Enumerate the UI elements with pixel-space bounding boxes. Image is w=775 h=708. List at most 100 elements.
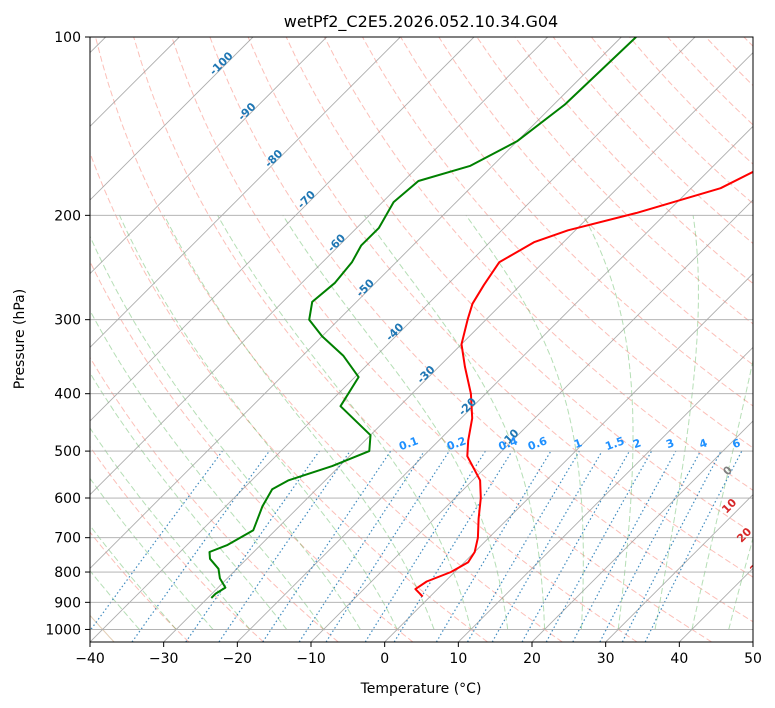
x-tick-label: −10 [296,651,326,667]
mixing-ratio-label: 3 [664,436,676,451]
dry-adiabat [171,37,712,642]
x-tick-label: −20 [223,651,253,667]
y-tick-label: 300 [54,313,81,329]
y-tick-label: 200 [54,208,81,224]
mixing-ratio-line [185,450,320,642]
dry-adiabat [743,37,753,47]
isotherm [90,37,475,422]
mixing-ratio-line [218,450,351,642]
dry-adiabat [90,151,488,642]
dry-adiabat [285,37,753,535]
dry-adiabat [95,37,563,642]
y-tick-label: 900 [54,595,81,611]
moist-adiabat [90,427,251,630]
x-tick-label: −40 [75,651,105,667]
mixing-ratio-line [435,450,552,642]
isotherm [90,37,254,201]
axes: −40 −30 −20 −10 0 10 20 30 40 5010020030040050060… [45,30,762,667]
isotherm [605,494,753,642]
mixing-ratio-label: 8 [760,436,772,451]
moist-adiabat [282,215,509,630]
isotherm-label: -30 [414,363,437,386]
mixing-ratio-line [325,450,450,642]
moist-adiabat [728,536,753,630]
temperature-profile-line [414,170,753,598]
moist-adiabat [119,215,398,630]
x-tick-label: 50 [744,651,762,667]
isotherm [384,273,753,642]
dry-adiabat [400,37,753,407]
y-tick-label: 600 [54,491,81,507]
moist-adiabat [691,357,753,630]
mixing-ratio-line [521,450,631,642]
y-axis-label: Pressure (hPa) [12,289,28,389]
mixing-ratio-label: 1 [572,436,584,451]
mixing-ratio-label: 0.4 [497,434,520,453]
dry-adiabat [90,531,190,642]
isotherm [90,37,327,275]
isotherm-label: -70 [295,188,318,211]
y-tick-label: 400 [54,387,81,403]
x-axis-label: Temperature (°C) [360,681,482,697]
x-tick-label: −30 [149,651,179,667]
isotherm [90,37,401,348]
dry-adiabat [133,37,638,642]
isotherm [458,346,753,642]
isotherm-label: -100 [207,49,236,78]
y-tick-label: 700 [54,531,81,547]
isotherm-label: -20 [456,395,479,418]
mixing-ratio-label: 4 [697,436,709,451]
isotherm [310,199,753,642]
moist-adiabat-label: 0 [720,463,735,478]
isotherm [531,420,753,642]
mixing-ratio-label: 0.2 [445,434,468,453]
isotherm [90,37,548,496]
dry-adiabat [90,356,339,642]
dry-adiabat [90,260,414,642]
isotherm-label: -50 [354,276,377,299]
dry-adiabat [209,37,753,623]
moist-adiabat [654,215,699,630]
mixing-ratio-label: 1.5 [604,434,627,453]
plot-frame [89,36,754,643]
mixing-ratio-label: 0.1 [397,434,420,453]
dry-adiabat [705,37,753,87]
mixing-ratio-label: 0.6 [526,434,549,453]
moist-adiabat-label: 30 [747,556,767,576]
y-tick-label: 100 [54,30,81,46]
moist-adiabat [90,309,324,630]
y-tick-label: 500 [54,444,81,460]
isotherm [163,52,753,642]
mixing-ratio-line [466,450,580,642]
isotherm [679,567,753,642]
moist-adiabat [90,569,140,630]
dry-adiabat [90,445,264,642]
x-tick-label: 10 [449,651,467,667]
x-tick-label: 0 [380,651,389,667]
mixing-ratio-line [131,450,270,642]
isotherm-label: -40 [383,320,406,343]
mixing-ratio-label: 2 [631,436,643,451]
dry-adiabat [438,37,753,366]
isotherm [90,37,696,642]
dry-adiabat [667,37,753,126]
mixing-ratio-line [644,450,743,642]
isotherm-label: -60 [325,231,348,254]
mixing-ratio-line [572,450,677,642]
isotherm [237,125,753,642]
dry-adiabat [247,37,753,578]
mixing-ratio-line [262,450,392,642]
chart-title: wetPf2_C2E5.2026.052.10.34.G04 [284,12,558,32]
isotherm [90,37,622,569]
moist-adiabat [363,215,546,630]
moist-adiabat [90,477,214,630]
y-tick-label: 1000 [45,622,81,638]
isotherm [752,641,753,642]
isotherm-label: -80 [262,147,285,170]
mixing-ratio-line [393,450,513,642]
moist-adiabat [90,524,177,630]
dry-adiabat [514,37,753,285]
dry-adiabat [362,37,753,449]
mixing-ratio-line [90,450,223,632]
